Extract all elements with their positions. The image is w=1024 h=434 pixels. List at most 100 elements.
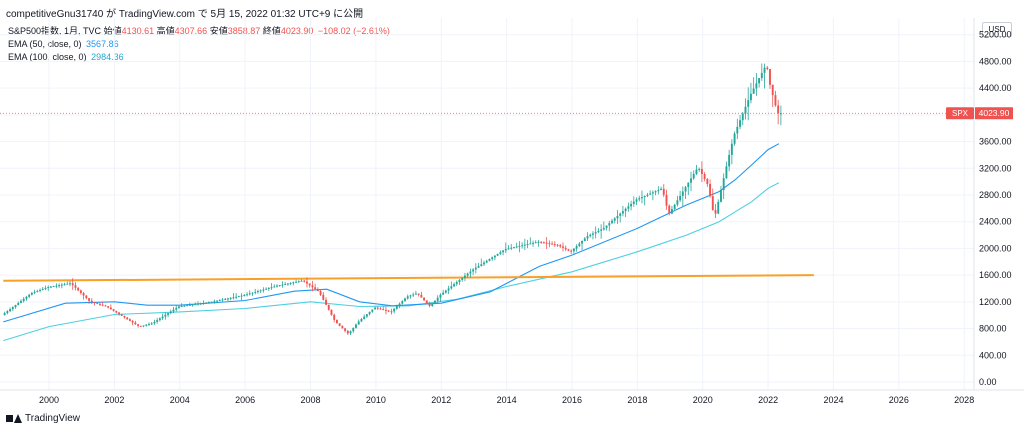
- candle: [191, 303, 194, 307]
- high-label: 高値: [156, 26, 175, 36]
- open-value: 4130.61: [121, 26, 155, 36]
- y-tick-label: 400.00: [979, 350, 1007, 360]
- candle: [316, 287, 319, 292]
- candle: [736, 118, 739, 140]
- candle: [442, 289, 445, 295]
- ema50-value: 3567.86: [86, 39, 119, 49]
- candle: [128, 318, 131, 322]
- y-tick-label: 3200.00: [979, 163, 1012, 173]
- candle: [491, 256, 494, 261]
- candle: [499, 250, 502, 255]
- candle: [608, 220, 611, 232]
- candle: [545, 237, 548, 249]
- candle: [698, 167, 701, 172]
- candle: [613, 217, 616, 224]
- candle: [668, 204, 671, 216]
- candle: [224, 297, 227, 301]
- candle: [60, 283, 63, 289]
- candle: [758, 78, 761, 88]
- candle: [259, 289, 262, 294]
- candle: [749, 82, 752, 104]
- horizontal-trendline: [3, 274, 814, 282]
- y-tick-label: 4000.00: [979, 110, 1012, 120]
- x-tick-label: 2014: [497, 395, 517, 405]
- candle: [472, 268, 475, 276]
- candle: [243, 294, 246, 297]
- candle: [540, 241, 543, 244]
- candle: [401, 300, 404, 305]
- candle: [240, 293, 243, 301]
- candle: [395, 304, 398, 310]
- candle: [513, 246, 515, 249]
- candle: [763, 63, 766, 89]
- candle: [286, 282, 289, 286]
- candle: [643, 195, 646, 206]
- candle: [398, 302, 401, 309]
- candle: [246, 292, 248, 297]
- candle: [300, 279, 303, 282]
- candle: [526, 239, 529, 249]
- candle: [553, 241, 556, 247]
- candle: [284, 281, 287, 286]
- candle: [156, 317, 159, 324]
- footer-brand-label: TradingView: [25, 413, 81, 424]
- y-tick-label: 4800.00: [979, 56, 1012, 66]
- open-label: 始値: [103, 26, 122, 36]
- candle: [725, 161, 728, 179]
- ema50-layer: [3, 143, 780, 323]
- candle: [218, 299, 221, 302]
- candle: [515, 242, 518, 249]
- price-label-layer: SPX 4023.90: [946, 107, 1013, 120]
- trendline-layer: [3, 274, 814, 282]
- candle: [687, 182, 690, 195]
- ema100-value: 2984.36: [91, 52, 124, 62]
- candle: [412, 292, 415, 298]
- candle: [327, 304, 330, 311]
- candle: [630, 200, 633, 211]
- candle: [251, 292, 254, 297]
- candle: [463, 272, 466, 282]
- candle: [270, 283, 273, 291]
- candle: [551, 241, 554, 245]
- candle: [594, 226, 597, 239]
- high-value: 4307.66: [174, 26, 208, 36]
- candle: [357, 319, 360, 325]
- candle: [205, 302, 208, 304]
- candle: [6, 310, 9, 315]
- candle: [229, 297, 232, 301]
- candle: [199, 302, 202, 306]
- candle: [619, 212, 622, 223]
- candle: [755, 73, 758, 96]
- candle: [477, 262, 480, 268]
- candle: [273, 284, 276, 288]
- candle: [276, 283, 278, 288]
- candle: [210, 301, 213, 303]
- close-value: 4023.90: [280, 26, 314, 36]
- candle: [679, 190, 682, 203]
- candle: [436, 295, 439, 304]
- candle: [131, 319, 134, 326]
- candle: [11, 306, 14, 312]
- x-tick-label: 2018: [627, 395, 647, 405]
- last-price-badge: [975, 107, 1013, 120]
- y-tick-label: 2000.00: [979, 243, 1012, 253]
- candle: [559, 244, 562, 248]
- candle: [711, 188, 714, 211]
- candle: [510, 243, 513, 251]
- candle: [564, 245, 567, 252]
- candle: [335, 319, 338, 324]
- candle: [256, 289, 259, 294]
- candle: [109, 304, 112, 310]
- candle: [728, 149, 731, 172]
- currency-button[interactable]: USD: [982, 22, 1012, 37]
- candle: [145, 323, 148, 327]
- candle: [404, 297, 406, 302]
- candle: [692, 170, 695, 180]
- candle: [137, 324, 140, 328]
- candle: [562, 242, 564, 252]
- candle: [99, 302, 101, 307]
- candle: [739, 115, 741, 130]
- candle: [589, 233, 592, 238]
- candle: [374, 306, 377, 310]
- candle: [393, 307, 396, 314]
